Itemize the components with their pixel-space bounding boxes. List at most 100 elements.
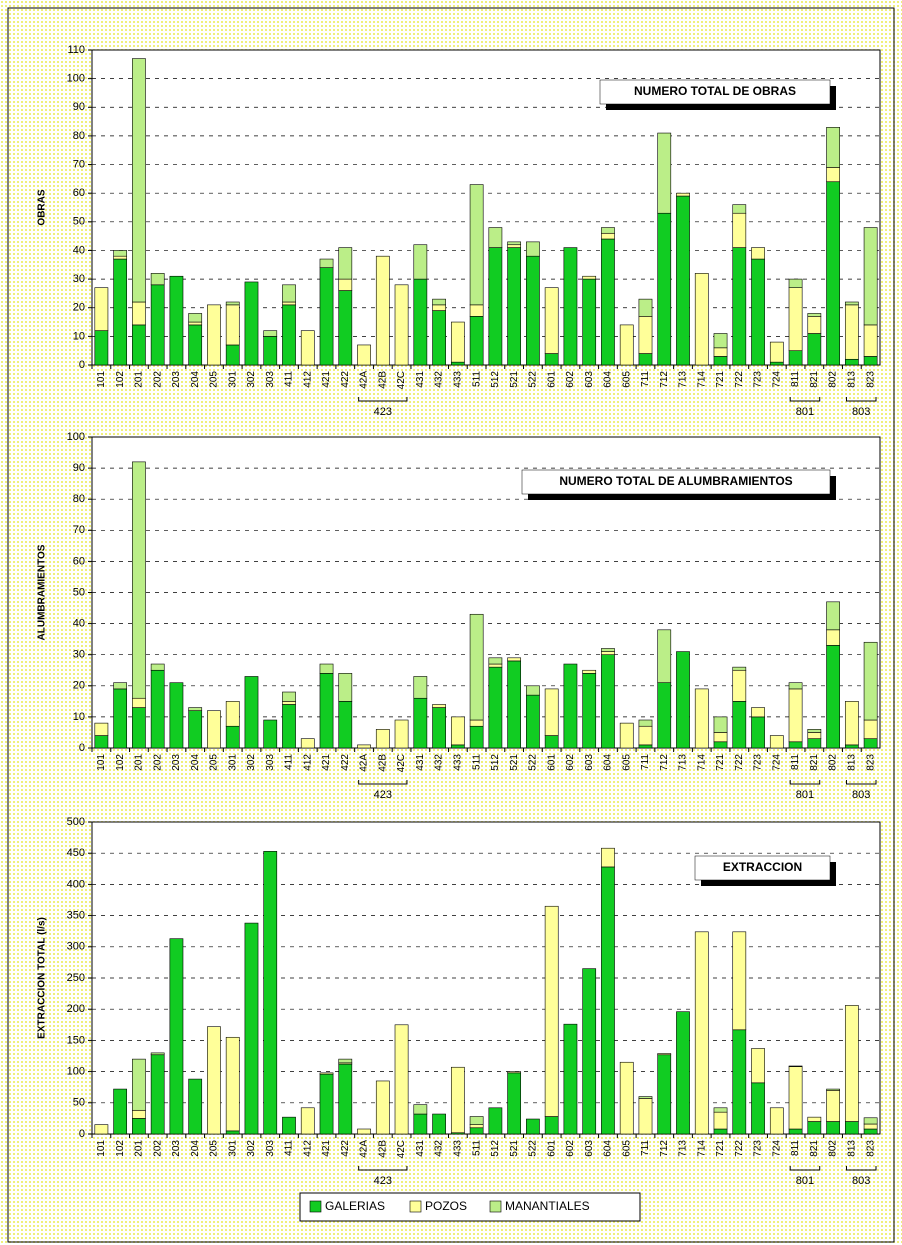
y-tick-label: 50 (73, 216, 85, 228)
bar-segment (657, 629, 672, 683)
bar-segment (732, 666, 747, 671)
bar-segment (601, 654, 615, 749)
bar-segment (319, 663, 334, 674)
bar-segment (657, 212, 672, 366)
bar-segment (788, 350, 803, 366)
x-tick-label: 411 (284, 1140, 295, 1156)
x-tick-label: 422 (340, 1140, 351, 1157)
bar-segment (826, 1090, 840, 1122)
bar-segment (751, 716, 765, 749)
bar-segment (788, 278, 803, 288)
bar-segment (826, 127, 840, 168)
bar-segment (694, 688, 709, 749)
legend-box (299, 1192, 641, 1222)
bar-segment (863, 324, 878, 357)
bar-segment (732, 669, 747, 702)
y-tick-label: 60 (73, 555, 85, 567)
bar-segment (638, 1098, 653, 1135)
x-tick-label: 601 (546, 1140, 557, 1157)
bar-segment (450, 361, 465, 366)
bar-segment (488, 1107, 503, 1135)
y-tick-label: 70 (73, 158, 85, 170)
bar-segment (357, 344, 371, 366)
y-tick-label: 10 (73, 711, 85, 723)
group-bracket (789, 780, 821, 785)
bar-segment (788, 287, 803, 351)
x-tick-label: 432 (434, 754, 445, 771)
x-tick-label: 102 (115, 754, 126, 771)
bar-segment (244, 281, 259, 366)
bar-segment (282, 691, 296, 702)
bar-segment (769, 341, 784, 363)
x-tick-label: 722 (734, 754, 745, 771)
x-tick-label: 714 (696, 754, 707, 771)
y-tick-label: 50 (73, 586, 85, 598)
y-tick-label: 30 (73, 649, 85, 661)
bar-segment (132, 324, 146, 366)
x-tick-label: 723 (753, 371, 764, 388)
group-bracket (845, 1166, 877, 1171)
bar-segment (338, 1063, 353, 1135)
bar-segment (582, 669, 597, 674)
bar-segment (94, 735, 109, 749)
y-tick-label: 20 (73, 680, 85, 692)
bar-segment (225, 1036, 240, 1132)
y-tick-label: 80 (73, 130, 85, 142)
x-tick-label: 42C (396, 1140, 407, 1158)
x-tick-label: 603 (584, 754, 595, 771)
x-tick-label: 721 (715, 1140, 726, 1157)
x-tick-label: 802 (828, 371, 839, 388)
x-tick-label: 512 (490, 1140, 501, 1157)
bar-segment (807, 738, 822, 749)
bar-segment (432, 310, 446, 366)
y-tick-label: 110 (67, 44, 85, 56)
x-tick-label: 205 (209, 754, 220, 771)
legend-label: POZOS (425, 1199, 467, 1213)
x-tick-label: 205 (209, 1140, 220, 1157)
y-tick-label: 40 (73, 244, 85, 256)
y-tick-label: 300 (67, 941, 85, 953)
x-tick-label: 303 (265, 371, 276, 388)
bar-segment (826, 1121, 840, 1135)
bar-segment (769, 735, 784, 749)
x-tick-label: 301 (227, 754, 238, 771)
bar-segment (732, 1029, 747, 1135)
bar-segment (394, 284, 409, 366)
x-tick-label: 422 (340, 371, 351, 388)
group-bracket (789, 397, 821, 402)
bar-segment (751, 1048, 765, 1084)
y-tick-label: 100 (67, 73, 85, 85)
bar-segment (694, 273, 709, 366)
bar-segment (863, 738, 878, 749)
x-tick-label: 813 (846, 371, 857, 388)
x-tick-label: 511 (471, 1140, 482, 1156)
bar-segment (469, 184, 484, 306)
y-tick-label: 350 (67, 910, 85, 922)
x-tick-label: 823 (865, 371, 876, 388)
x-tick-label: 512 (490, 754, 501, 771)
bar-segment (432, 704, 446, 708)
bar-segment (582, 275, 597, 280)
x-tick-label: 802 (828, 754, 839, 771)
bar-segment (450, 1066, 465, 1134)
x-tick-label: 431 (415, 1140, 426, 1157)
y-tick-label: 400 (67, 878, 85, 890)
group-bracket (358, 1166, 408, 1171)
x-tick-label: 601 (546, 754, 557, 771)
bar-segment (319, 1072, 334, 1075)
x-tick-label: 713 (678, 754, 689, 771)
bar-segment (601, 651, 615, 656)
x-tick-label: 301 (227, 1140, 238, 1157)
x-tick-label: 433 (452, 1140, 463, 1157)
x-tick-label: 512 (490, 371, 501, 388)
x-tick-label: 421 (321, 754, 332, 771)
bar-segment (282, 704, 296, 749)
bar-segment (601, 866, 615, 1135)
bar-segment (657, 132, 672, 214)
bar-segment (788, 741, 803, 749)
bar-segment (544, 688, 559, 736)
bar-segment (657, 682, 672, 749)
bar-segment (413, 278, 428, 366)
